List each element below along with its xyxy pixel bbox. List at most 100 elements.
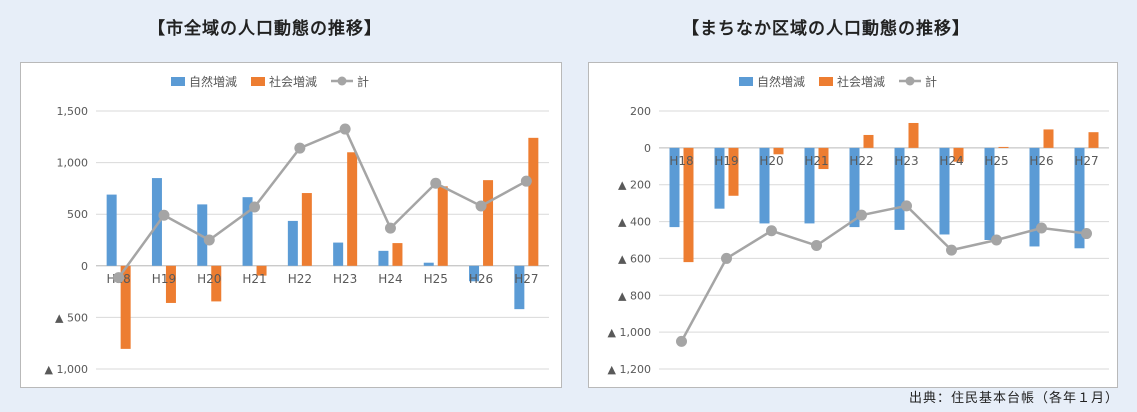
x-tick-label: H21	[804, 154, 828, 168]
central-chart: 200 0 ▲ 200 ▲ 400 ▲ 600 ▲ 800 ▲ 1,000 ▲ 1,200 H1…	[588, 62, 1118, 388]
total-point	[676, 335, 687, 347]
central-chart-svg: 200 0 ▲ 200 ▲ 400 ▲ 600 ▲ 800 ▲ 1,000 ▲ 1,200 H1…	[608, 74, 1109, 376]
x-tick-label: H27	[514, 272, 538, 286]
x-tick-label: H22	[288, 272, 312, 286]
bar-social	[728, 147, 739, 196]
bar-natural	[287, 220, 298, 266]
x-tick-label: H19	[152, 272, 176, 286]
bar-natural	[984, 147, 995, 240]
bar-social	[683, 147, 694, 263]
bar-natural	[106, 194, 117, 266]
legend-label: 自然増減	[757, 74, 805, 89]
legend-label: 社会増減	[837, 74, 885, 89]
total-point	[430, 177, 442, 189]
legend-swatch	[819, 77, 833, 86]
x-tick-label: H23	[333, 272, 357, 286]
y-tick-label: ▲ 500	[55, 311, 88, 324]
y-tick-label: 1,000	[57, 157, 89, 170]
city-chart-title: 【市全域の人口動態の推移】	[148, 19, 382, 39]
bar-social	[818, 147, 829, 170]
bar-social	[483, 180, 494, 266]
bar-social	[211, 265, 222, 302]
total-point	[203, 234, 215, 246]
y-tick-label: ▲ 800	[618, 289, 651, 302]
y-tick-label: ▲ 200	[618, 179, 651, 192]
legend-swatch	[171, 77, 185, 86]
bar-natural	[894, 147, 905, 230]
bar-social	[301, 193, 312, 266]
bar-natural	[423, 262, 434, 266]
bar-natural	[669, 147, 680, 228]
total-point	[721, 252, 732, 264]
bar-natural	[151, 178, 162, 266]
y-tick-label: 500	[67, 208, 88, 221]
legend-swatch	[251, 77, 265, 86]
legend-label: 計	[925, 74, 937, 89]
legend-marker	[905, 76, 915, 86]
bar-social	[998, 146, 1009, 148]
y-tick-label: ▲ 400	[618, 216, 651, 229]
total-point	[113, 272, 125, 284]
source-note: 出典：住民基本台帳（各年１月）	[908, 391, 1119, 406]
bar-social	[773, 147, 784, 155]
x-tick-label: H23	[894, 154, 918, 168]
bar-social	[1088, 132, 1099, 148]
total-point	[158, 209, 170, 221]
x-tick-label: H21	[242, 272, 266, 286]
bar-social	[347, 152, 358, 266]
bar-natural	[514, 265, 525, 310]
central-chart-title: 【まちなか区域の人口動態の推移】	[682, 19, 970, 39]
bar-social	[392, 243, 403, 266]
bar-natural	[378, 250, 389, 266]
bar-social	[953, 147, 964, 162]
bar-natural	[714, 147, 725, 209]
legend-swatch	[739, 77, 753, 86]
total-point	[1081, 228, 1092, 240]
x-tick-label: H22	[849, 154, 873, 168]
bar-natural	[242, 197, 253, 266]
bar-social	[528, 137, 539, 266]
y-tick-label: ▲ 1,000	[45, 363, 88, 376]
bar-social	[437, 186, 448, 266]
total-point	[946, 244, 957, 256]
total-line	[117, 127, 527, 279]
x-tick-label: H24	[939, 154, 963, 168]
bar-social	[863, 134, 874, 148]
total-point	[294, 142, 306, 154]
legend-label: 自然増減	[189, 74, 237, 89]
y-tick-label: 200	[630, 105, 651, 118]
x-tick-label: H25	[984, 154, 1008, 168]
x-tick-label: H20	[759, 154, 783, 168]
y-tick-label: ▲ 1,000	[608, 326, 651, 339]
bar-natural	[939, 147, 950, 235]
bar-natural	[849, 147, 860, 228]
total-point	[766, 225, 777, 237]
x-tick-label: H25	[424, 272, 448, 286]
bar-natural	[333, 242, 344, 266]
total-point	[1036, 222, 1047, 234]
total-point	[475, 200, 487, 212]
bar-social	[1043, 129, 1054, 148]
x-tick-label: H26	[1029, 154, 1053, 168]
y-tick-label: ▲ 600	[618, 252, 651, 265]
total-point	[901, 200, 912, 212]
y-tick-label: 0	[644, 142, 651, 155]
x-tick-label: H26	[469, 272, 493, 286]
x-tick-label: H19	[714, 154, 738, 168]
bar-natural	[759, 147, 770, 224]
x-tick-label: H24	[378, 272, 402, 286]
total-point	[384, 222, 396, 234]
legend-marker	[337, 76, 347, 86]
bar-social	[165, 265, 176, 303]
bar-natural	[1029, 147, 1040, 247]
bar-natural	[804, 147, 815, 224]
total-point	[811, 240, 822, 252]
bar-social	[908, 122, 919, 148]
bar-social	[120, 265, 131, 349]
x-tick-label: H27	[1074, 154, 1098, 168]
y-tick-label: 1,500	[57, 105, 89, 118]
bar-social	[256, 265, 267, 276]
x-tick-label: H18	[669, 154, 693, 168]
